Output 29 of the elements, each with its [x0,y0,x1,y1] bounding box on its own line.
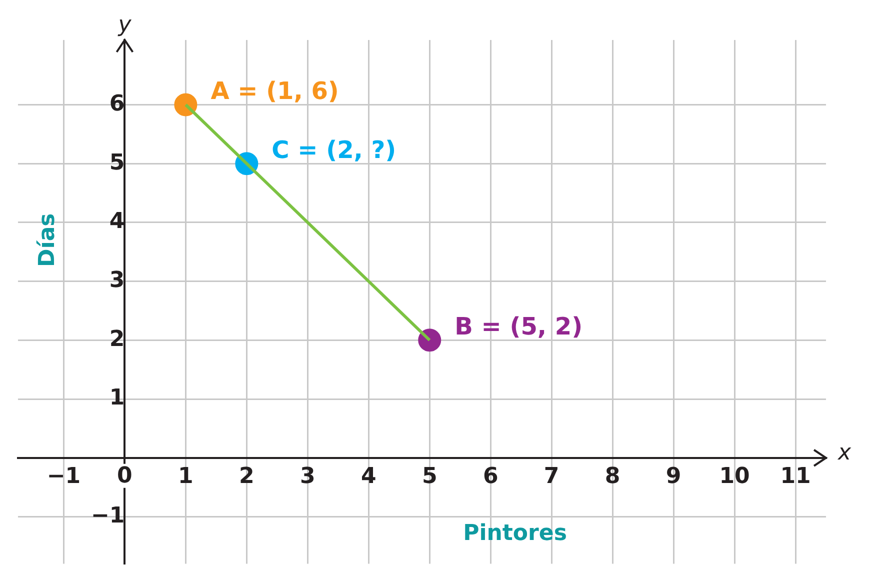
series-label: A = (1, 6) [210,76,339,105]
y-tick-label: 2 [109,326,125,352]
x-tick-label: −1 [46,464,81,489]
text: x [837,440,852,466]
series-label: B = (5, 2) [454,312,583,340]
x-tick-label: 1 [178,464,194,489]
x-tick-label: 11 [780,464,811,489]
x-tick-label: 10 [719,464,750,489]
x-tick-label: 4 [360,464,376,489]
y-tick-label: 4 [109,209,125,234]
y-tick-label: 1 [109,386,125,411]
point [174,93,198,116]
y-tick-label: 5 [109,150,125,176]
text: y [117,12,132,38]
y-tick-label: −1 [90,503,125,528]
x-tick-label: 9 [666,464,682,489]
series-label: C = (2, ?) [272,136,396,164]
x-tick-label: 0 [117,464,132,489]
x-tick-label: 7 [544,464,560,489]
x-tick-label: 3 [300,464,316,489]
x-tick-label: 8 [604,464,620,489]
y-axis-title: Días [35,213,60,267]
y-tick-label: 3 [109,268,125,294]
x-tick-label: 2 [239,464,254,489]
x-axis-title: Pintores [463,521,567,546]
y-tick-label: 6 [109,91,125,116]
x-tick-label: 6 [482,464,498,489]
x-tick-label: 5 [422,464,438,489]
point [418,328,442,352]
